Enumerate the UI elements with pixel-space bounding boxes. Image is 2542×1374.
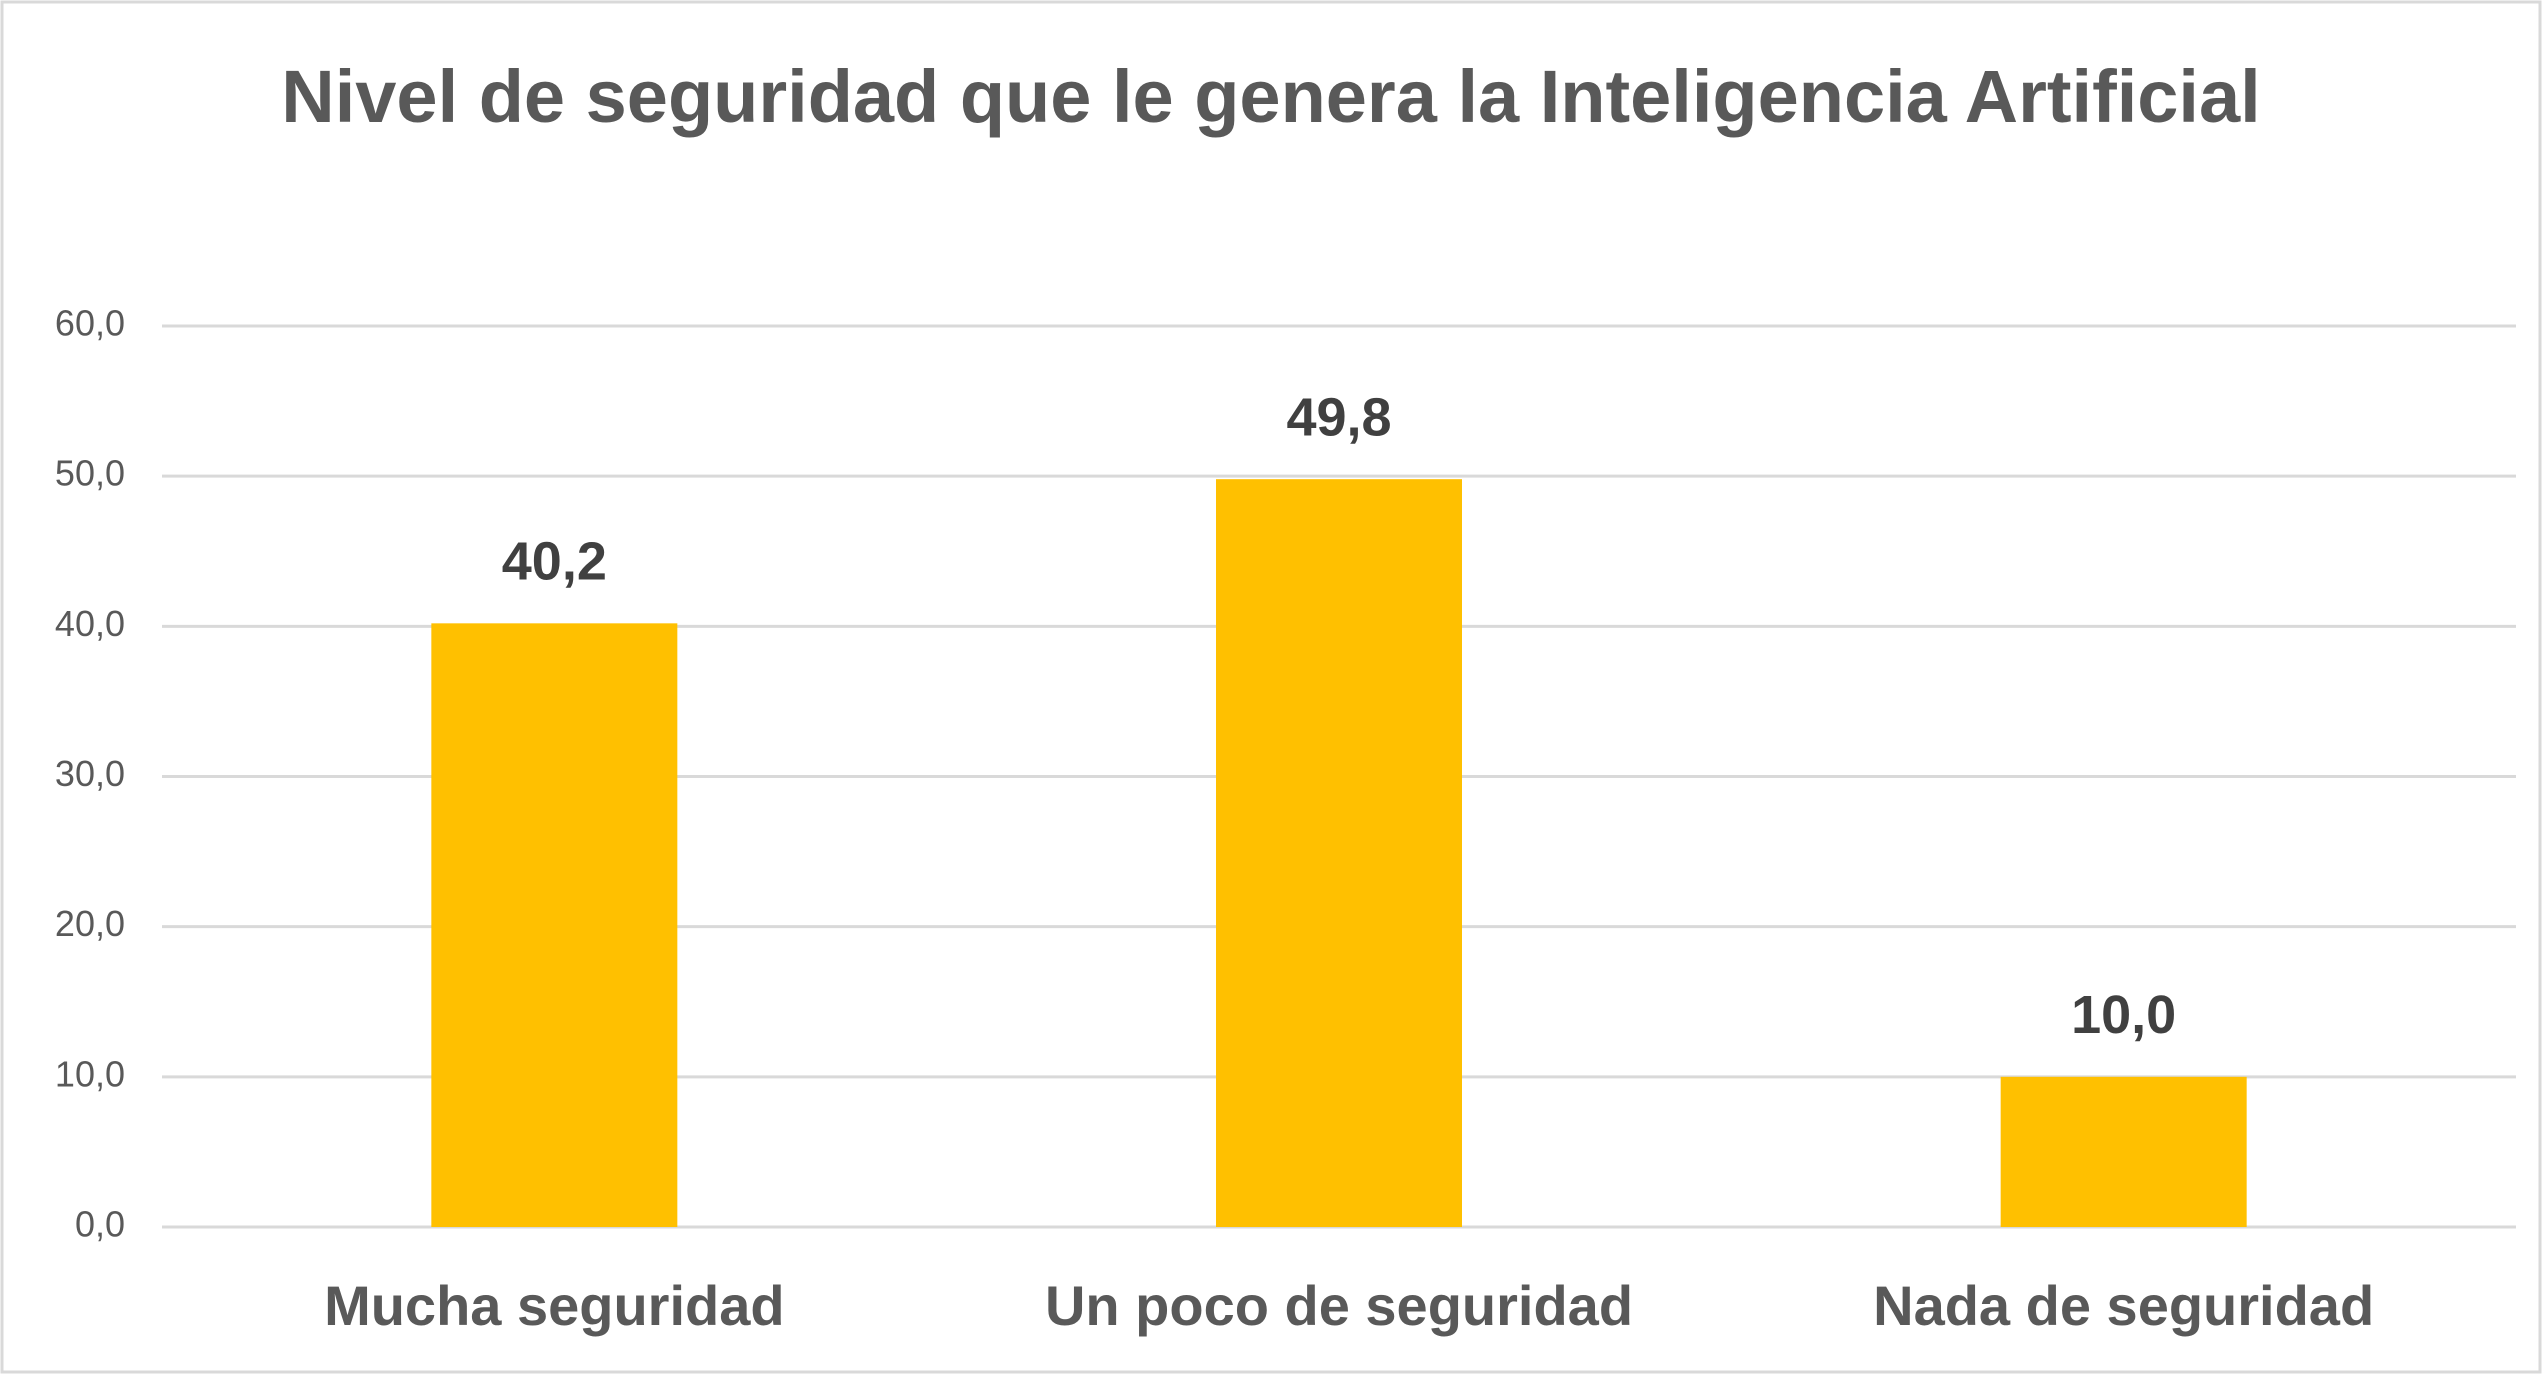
y-tick-label: 10,0 bbox=[55, 1053, 125, 1094]
data-label: 49,8 bbox=[1286, 387, 1391, 447]
x-tick-label: Un poco de seguridad bbox=[1045, 1274, 1633, 1337]
y-tick-label: 20,0 bbox=[55, 903, 125, 944]
y-tick-label: 40,0 bbox=[55, 603, 125, 644]
bar bbox=[2000, 1076, 2247, 1227]
y-tick-label: 0,0 bbox=[75, 1204, 125, 1245]
x-tick-label: Nada de seguridad bbox=[1873, 1274, 2374, 1337]
data-label: 10,0 bbox=[2071, 985, 2176, 1045]
bar bbox=[431, 623, 678, 1227]
y-tick-label: 50,0 bbox=[55, 453, 125, 494]
data-label: 40,2 bbox=[502, 532, 607, 592]
bar bbox=[1216, 479, 1462, 1227]
x-tick-label: Mucha seguridad bbox=[324, 1274, 785, 1337]
chart-title: Nivel de seguridad que le genera la Inte… bbox=[281, 55, 2261, 138]
y-tick-label: 60,0 bbox=[55, 303, 125, 344]
y-tick-label: 30,0 bbox=[55, 753, 125, 794]
